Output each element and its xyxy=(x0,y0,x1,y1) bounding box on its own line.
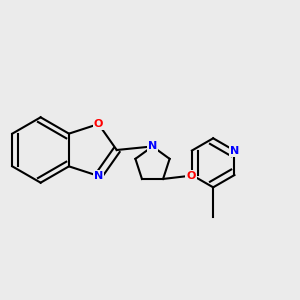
Text: O: O xyxy=(186,171,196,181)
Text: O: O xyxy=(94,119,103,129)
Text: N: N xyxy=(148,141,157,152)
Text: N: N xyxy=(94,171,103,181)
Text: N: N xyxy=(230,146,239,155)
